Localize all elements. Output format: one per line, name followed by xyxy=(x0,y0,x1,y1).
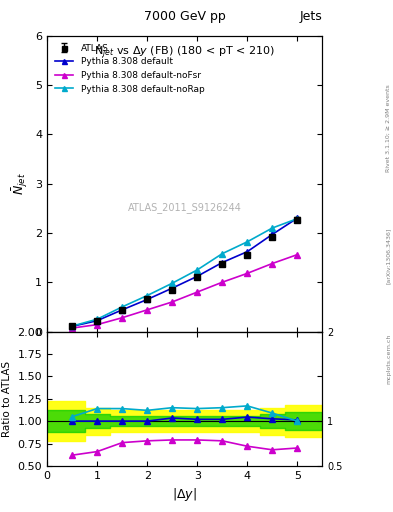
X-axis label: |$\Delta y$|: |$\Delta y$| xyxy=(172,486,197,503)
Text: N$_{jet}$ vs $\Delta y$ (FB) (180 < pT < 210): N$_{jet}$ vs $\Delta y$ (FB) (180 < pT <… xyxy=(94,45,275,61)
Legend: ATLAS, Pythia 8.308 default, Pythia 8.308 default-noFsr, Pythia 8.308 default-no: ATLAS, Pythia 8.308 default, Pythia 8.30… xyxy=(51,40,208,97)
Text: Jets: Jets xyxy=(299,10,322,23)
Text: ATLAS_2011_S9126244: ATLAS_2011_S9126244 xyxy=(128,202,242,213)
Y-axis label: Ratio to ATLAS: Ratio to ATLAS xyxy=(2,360,12,437)
Text: mcplots.cern.ch: mcplots.cern.ch xyxy=(386,333,391,383)
Text: 7000 GeV pp: 7000 GeV pp xyxy=(144,10,226,23)
Y-axis label: $\bar{N}_{jet}$: $\bar{N}_{jet}$ xyxy=(10,172,29,195)
Text: Rivet 3.1.10; ≥ 2.9M events: Rivet 3.1.10; ≥ 2.9M events xyxy=(386,84,391,172)
Text: [arXiv:1306.3436]: [arXiv:1306.3436] xyxy=(386,228,391,284)
